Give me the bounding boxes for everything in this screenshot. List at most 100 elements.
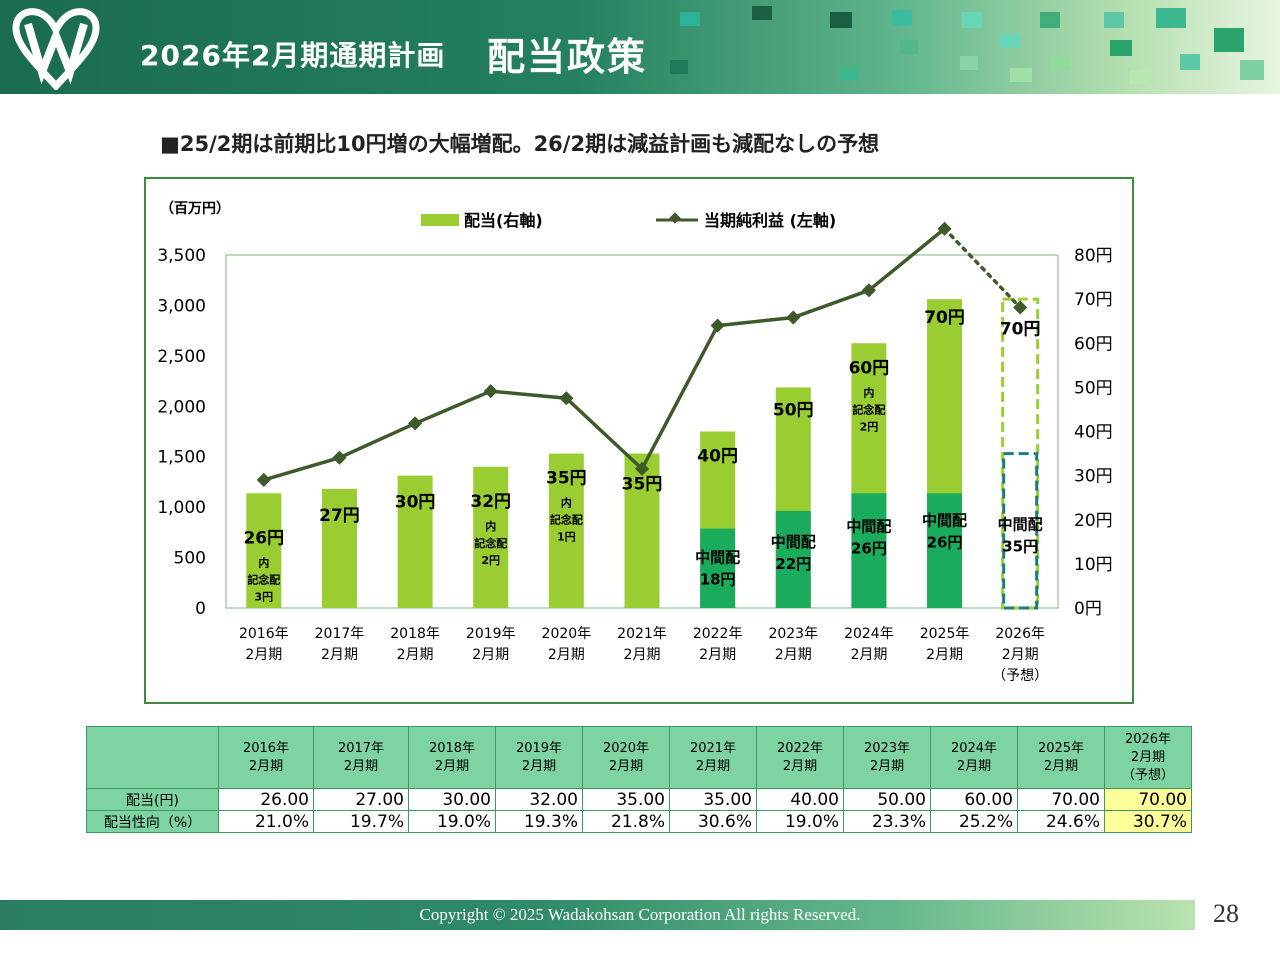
interim-value-label: 中間配 [998,516,1043,534]
net-income-point [634,461,650,476]
table-column-header: 2017年 2月期 [313,726,409,789]
table-column-header: 2018年 2月期 [408,726,496,789]
right-tick-label: 80円 [1074,246,1113,266]
x-category-label: 2月期 [321,647,358,663]
table-cell: 26.00 [218,788,314,811]
bar-value-label: 記念配 [852,402,885,416]
x-category-label: 2023年 [768,626,818,642]
bar-value-label: 40円 [697,447,738,467]
table-row-label: 配当(円) [86,788,219,811]
interim-value-label: 26円 [851,539,887,557]
bar-value-label: 70円 [924,308,965,328]
table-column-header: 2021年 2月期 [669,726,757,789]
page-title: 配当政策 [487,35,648,79]
right-tick-label: 70円 [1074,290,1113,310]
x-category-label: 2月期 [245,647,282,663]
legend-line-label: 当期純利益 (左軸) [704,211,836,230]
interim-bar [700,528,736,608]
bar-value-label: 内 [561,496,572,510]
table-cell: 19.3% [495,810,583,833]
left-tick-label: 3,000 [157,296,206,316]
footer-bar [0,900,1195,930]
interim-value-label: 18円 [700,571,736,589]
left-tick-label: 500 [174,549,206,569]
net-income-point [786,310,801,325]
interim-bar [851,493,887,608]
chart-frame: （百万円） 配当(右軸) 当期純利益 (左軸) 3,500 3,000 2,500 2,00… [144,177,1134,704]
table-column-header: 2025年 2月期 [1017,726,1105,789]
bar-value-label: 1円 [557,531,576,544]
dividend-bar [246,493,282,608]
table-column-header: 2019年 2月期 [495,726,583,789]
table-row: 配当(円) 26.00 27.00 30.00 32.00 35.00 35.00 40.00… [86,788,1192,811]
dividend-bar [548,453,584,608]
bar-value-label: 35円 [546,469,587,489]
table-cell: 35.00 [582,788,670,811]
x-category-label: 2017年 [315,626,365,642]
table-column-header: 2022年 2月期 [756,726,844,789]
table-cell: 19.0% [408,810,496,833]
slide-header: 2026年2月期通期計画 配当政策 [0,0,1280,94]
left-tick-label: 0 [195,599,206,619]
net-income-point [710,318,725,333]
net-income-point [256,472,271,487]
left-tick-label: 2,000 [157,397,206,417]
left-tick-label: 2,500 [157,347,206,367]
right-tick-label: 10円 [1074,555,1113,575]
left-tick-label: 1,000 [157,498,206,518]
table-column-header: 2020年 2月期 [582,726,670,789]
right-tick-label: 40円 [1074,423,1113,443]
interim-value-label: 中間配 [922,511,967,529]
bar-value-label: 記念配 [247,572,280,586]
interim-value-label: 中間配 [695,549,740,567]
dividend-bar [624,453,660,608]
x-category-label: 2月期 [548,647,585,663]
table-cell: 70.00 [1017,788,1105,811]
bar-value-label: 2円 [860,420,879,433]
bar-value-label: 32円 [470,492,511,512]
net-income-forecast-line [942,227,1022,310]
right-tick-label: 50円 [1074,378,1113,398]
left-tick-label: 3,500 [157,246,206,266]
x-category-label: 2022年 [693,626,743,642]
table-cell: 19.7% [313,810,409,833]
table-corner-cell [86,726,219,789]
x-category-label: 2021年 [617,626,667,642]
interim-value-label: 26円 [927,533,963,551]
x-category-label: 2月期 [472,647,509,663]
table-cell: 30.7% [1104,810,1192,833]
x-category-label: 2018年 [390,626,440,642]
legend-bar-label: 配当(右軸) [464,211,543,230]
right-tick-label: 20円 [1074,511,1113,531]
bar-value-label: 30円 [395,493,436,513]
table-cell: 21.0% [218,810,314,833]
right-tick-label: 60円 [1074,334,1113,354]
bar-value-label: 50円 [773,400,814,420]
table-cell: 50.00 [843,788,931,811]
bar-value-label: 内 [258,555,269,569]
forecast-interim-bar [1002,452,1039,610]
dividend-bar [397,475,433,608]
table-cell: 21.8% [582,810,670,833]
bar-value-label: 26円 [243,528,284,548]
interim-value-label: 中間配 [771,533,816,551]
net-income-point [937,221,952,236]
x-category-label: 2月期 [775,647,812,663]
interim-bar [775,510,811,608]
bar-value-label: 内 [485,519,496,533]
table-column-header: 2024年 2月期 [930,726,1018,789]
table-header-row: 2016年 2月期 2017年 2月期 2018年 2月期 2019年 2月期 2020年 2月期… [86,726,1192,789]
plan-label: 2026年2月期通期計画 [140,39,446,72]
x-category-label: 2月期 [1002,647,1039,663]
table-column-header: 2023年 2月期 [843,726,931,789]
table-cell: 23.3% [843,810,931,833]
table-cell: 40.00 [756,788,844,811]
table-cell: 60.00 [930,788,1018,811]
net-income-line [263,227,946,482]
table-column-header: 2016年 2月期 [218,726,314,789]
right-tick-label: 0円 [1074,599,1102,619]
net-income-point [861,283,876,298]
x-category-label: 2月期 [624,647,661,663]
x-category-label: 2026年 [995,626,1045,642]
x-category-label: 2025年 [920,626,970,642]
